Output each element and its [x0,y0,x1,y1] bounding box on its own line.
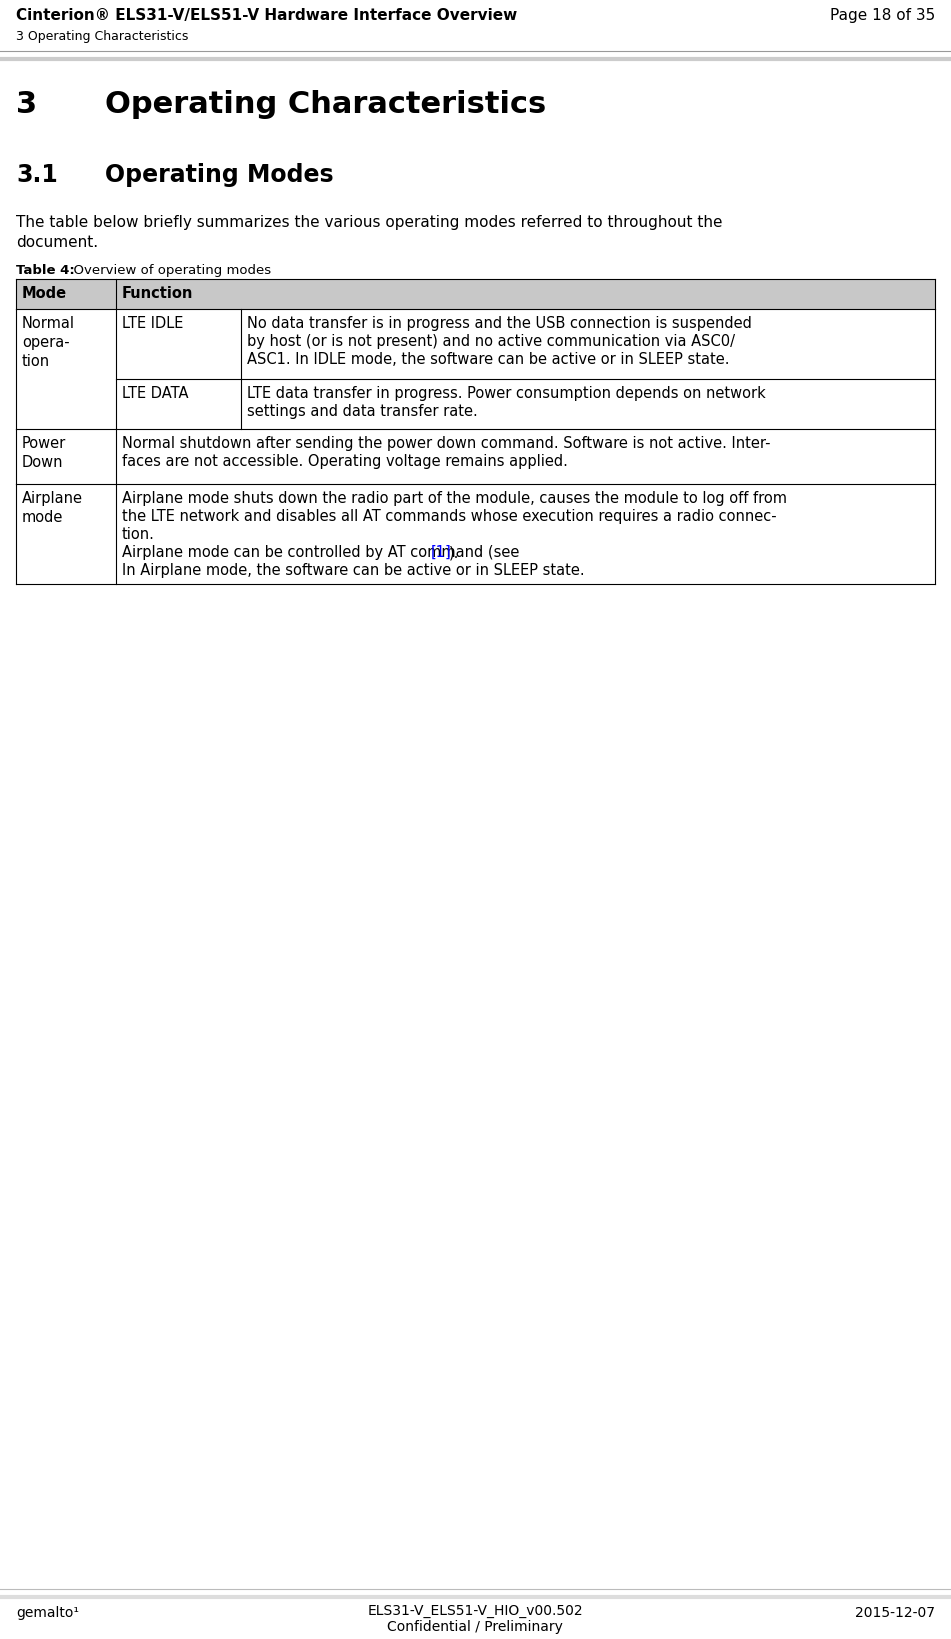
Text: settings and data transfer rate.: settings and data transfer rate. [247,403,477,418]
Text: LTE data transfer in progress. Power consumption depends on network: LTE data transfer in progress. Power con… [247,385,766,402]
Text: 3: 3 [16,90,37,120]
Text: by host (or is not present) and no active communication via ASC0/: by host (or is not present) and no activ… [247,334,735,349]
Text: LTE IDLE: LTE IDLE [122,316,184,331]
Text: Airplane mode shuts down the radio part of the module, causes the module to log : Airplane mode shuts down the radio part … [122,490,787,506]
Text: the LTE network and disables all AT commands whose execution requires a radio co: the LTE network and disables all AT comm… [122,508,777,524]
Text: Table 4:: Table 4: [16,264,75,277]
Text: ELS31-V_ELS51-V_HIO_v00.502: ELS31-V_ELS51-V_HIO_v00.502 [367,1603,583,1618]
Text: Normal
opera-
tion: Normal opera- tion [22,316,75,369]
Text: Function: Function [122,285,193,302]
Text: Overview of operating modes: Overview of operating modes [65,264,271,277]
Text: Operating Modes: Operating Modes [105,162,334,187]
Text: ).: ). [449,544,459,559]
Text: Power
Down: Power Down [22,436,67,470]
Text: Operating Characteristics: Operating Characteristics [105,90,546,120]
Text: tion.: tion. [122,526,155,541]
Text: 2015-12-07: 2015-12-07 [855,1605,935,1619]
Text: faces are not accessible. Operating voltage remains applied.: faces are not accessible. Operating volt… [122,454,568,469]
Text: document.: document. [16,234,98,249]
Text: Airplane mode can be controlled by AT command (see: Airplane mode can be controlled by AT co… [122,544,524,559]
Text: In Airplane mode, the software can be active or in SLEEP state.: In Airplane mode, the software can be ac… [122,562,585,577]
Text: The table below briefly summarizes the various operating modes referred to throu: The table below briefly summarizes the v… [16,215,723,229]
Text: No data transfer is in progress and the USB connection is suspended: No data transfer is in progress and the … [247,316,752,331]
Text: Airplane
mode: Airplane mode [22,490,83,524]
Text: Normal shutdown after sending the power down command. Software is not active. In: Normal shutdown after sending the power … [122,436,770,451]
Text: gemalto¹: gemalto¹ [16,1605,79,1619]
Text: Page 18 of 35: Page 18 of 35 [830,8,935,23]
Text: Confidential / Preliminary: Confidential / Preliminary [387,1619,563,1632]
Text: 3.1: 3.1 [16,162,58,187]
Text: ASC1. In IDLE mode, the software can be active or in SLEEP state.: ASC1. In IDLE mode, the software can be … [247,352,729,367]
Text: Mode: Mode [22,285,68,302]
Text: LTE DATA: LTE DATA [122,385,188,402]
Bar [16,280,935,310]
Text: Cinterion® ELS31-V/ELS51-V Hardware Interface Overview: Cinterion® ELS31-V/ELS51-V Hardware Inte… [16,8,517,23]
Text: [1]: [1] [431,544,452,559]
Text: 3 Operating Characteristics: 3 Operating Characteristics [16,30,188,43]
